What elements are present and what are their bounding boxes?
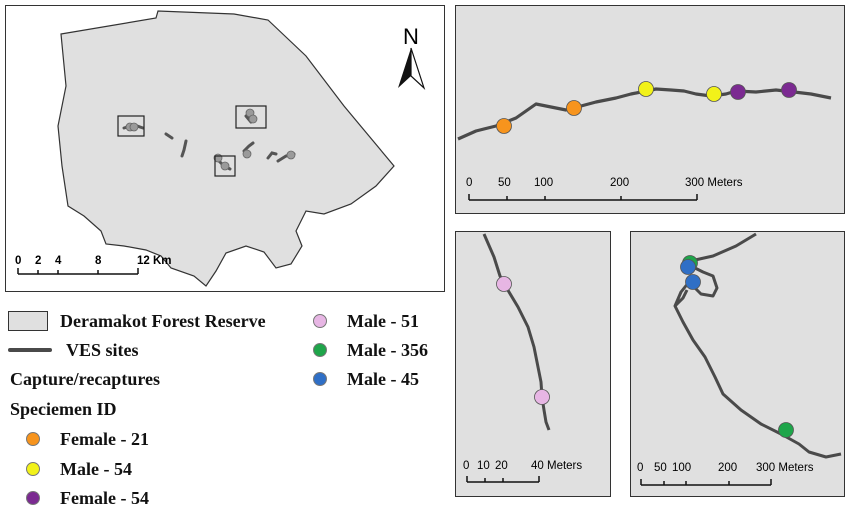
legend-item-label: Female - 21 — [60, 428, 149, 449]
scale-tick-label: 100 — [672, 462, 691, 474]
legend-ves: VES sites — [8, 337, 139, 363]
ves-transect-bottom-right-branch — [673, 289, 689, 308]
overview-scale-bar — [17, 268, 139, 275]
capture-point-male-45 — [680, 259, 696, 275]
legend-dot-male-54 — [26, 462, 40, 476]
legend-dot-female-21 — [26, 432, 40, 446]
specimen-heading-text: Speciemen ID — [10, 398, 117, 419]
scale-tick-label: 40 Meters — [531, 460, 582, 472]
capture-point-female-21 — [496, 118, 512, 134]
capture-point-male-51 — [496, 276, 512, 292]
legend-item-label: Female - 54 — [60, 487, 149, 508]
scale-tick-label: 8 — [95, 255, 102, 267]
inset-bottom-left-scale-labels: 0 10 20 40 Meters — [463, 460, 582, 472]
legend-dot-male-51 — [313, 314, 327, 328]
inset-top-scale-bar — [468, 194, 698, 201]
scale-tick-label: 300 Meters — [756, 462, 814, 474]
inset-top-scale-labels: 0 50 100 200 300 Meters — [466, 177, 743, 189]
legend-item: Male - 356 — [313, 337, 428, 363]
legend-item: Female - 54 — [26, 485, 149, 511]
scale-tick-label: 0 — [466, 177, 472, 189]
legend-item: Male - 45 — [313, 366, 419, 392]
inset-bottom-left-panel: 0 10 20 40 Meters — [455, 231, 611, 497]
north-label: N — [403, 24, 419, 49]
legend-item-label: Male - 356 — [347, 339, 428, 360]
capture-heading-text: Capture/recaptures — [10, 368, 160, 389]
reserve-boundary — [57, 10, 395, 287]
inset-bottom-right-panel: 0 50 100 200 300 Meters — [630, 231, 845, 497]
legend-item: Male - 51 — [313, 308, 419, 334]
legend-item-label: Male - 51 — [347, 310, 419, 331]
legend-ves-label: VES sites — [66, 339, 139, 360]
capture-point-female-21 — [566, 100, 582, 116]
scale-tick-label: 50 — [498, 177, 511, 189]
inset-bottom-right-scale-bar — [640, 479, 772, 486]
legend-item: Female - 21 — [26, 426, 149, 452]
scale-tick-label: 200 — [718, 462, 737, 474]
inset-bottom-right-scale-labels: 0 50 100 200 300 Meters — [637, 462, 814, 474]
capture-point-male-51 — [534, 389, 550, 405]
inset-top-svg: 0 50 100 200 300 Meters — [457, 81, 832, 201]
overview-map-svg: N 0 2 4 8 12 Km — [15, 10, 426, 287]
inset-bottom-left-svg: 0 10 20 40 Meters — [463, 233, 582, 483]
scale-tick-label: 0 — [637, 462, 643, 474]
legend-item: Male - 54 — [26, 456, 132, 482]
legend-capture-heading: Capture/recaptures — [10, 366, 160, 392]
overview-map-panel: N 0 2 4 8 12 Km — [5, 5, 445, 292]
scale-tick-label: 50 — [654, 462, 667, 474]
legend-item-label: Male - 54 — [60, 458, 132, 479]
capture-point-male-356 — [778, 422, 794, 438]
capture-point-male-54 — [638, 81, 654, 97]
legend-dot-male-356 — [313, 343, 327, 357]
scale-tick-label: 10 — [477, 460, 490, 472]
capture-point-male-45 — [685, 274, 701, 290]
reserve-swatch — [8, 311, 48, 331]
scale-tick-label: 20 — [495, 460, 508, 472]
capture-point-female-54 — [730, 84, 746, 100]
legend-reserve: Deramakot Forest Reserve — [8, 308, 266, 334]
legend-specimen-heading: Speciemen ID — [10, 396, 117, 422]
scale-tick-label: 300 Meters — [685, 177, 743, 189]
inset-top-panel: 0 50 100 200 300 Meters — [455, 5, 845, 214]
inset-extent-boxes — [117, 105, 267, 177]
ves-line-swatch — [8, 348, 52, 352]
scale-tick-label: 0 — [463, 460, 469, 472]
map-legend: Deramakot Forest Reserve VES sites Captu… — [8, 305, 448, 511]
ves-transect-bottom-left — [482, 233, 551, 431]
scale-tick-label: 0 — [15, 255, 21, 267]
capture-point-male-54 — [706, 86, 722, 102]
legend-reserve-label: Deramakot Forest Reserve — [60, 310, 266, 331]
north-arrow-icon — [398, 47, 426, 90]
scale-tick-label: 200 — [610, 177, 629, 189]
overview-scale-labels: 0 2 4 8 12 Km — [15, 255, 172, 267]
scale-tick-label: 100 — [534, 177, 553, 189]
scale-tick-label: 2 — [35, 255, 41, 267]
legend-dot-female-54 — [26, 491, 40, 505]
capture-point-female-54 — [781, 82, 797, 98]
legend-dot-male-45 — [313, 372, 327, 386]
inset-bottom-right-svg: 0 50 100 200 300 Meters — [637, 232, 842, 486]
scale-tick-label: 4 — [55, 255, 62, 267]
legend-item-label: Male - 45 — [347, 368, 419, 389]
capture-sites-overview — [125, 108, 296, 171]
ves-transect-bottom-right — [673, 232, 842, 459]
inset-bottom-left-scale-bar — [466, 476, 540, 483]
scale-tick-label: 12 Km — [137, 255, 172, 267]
